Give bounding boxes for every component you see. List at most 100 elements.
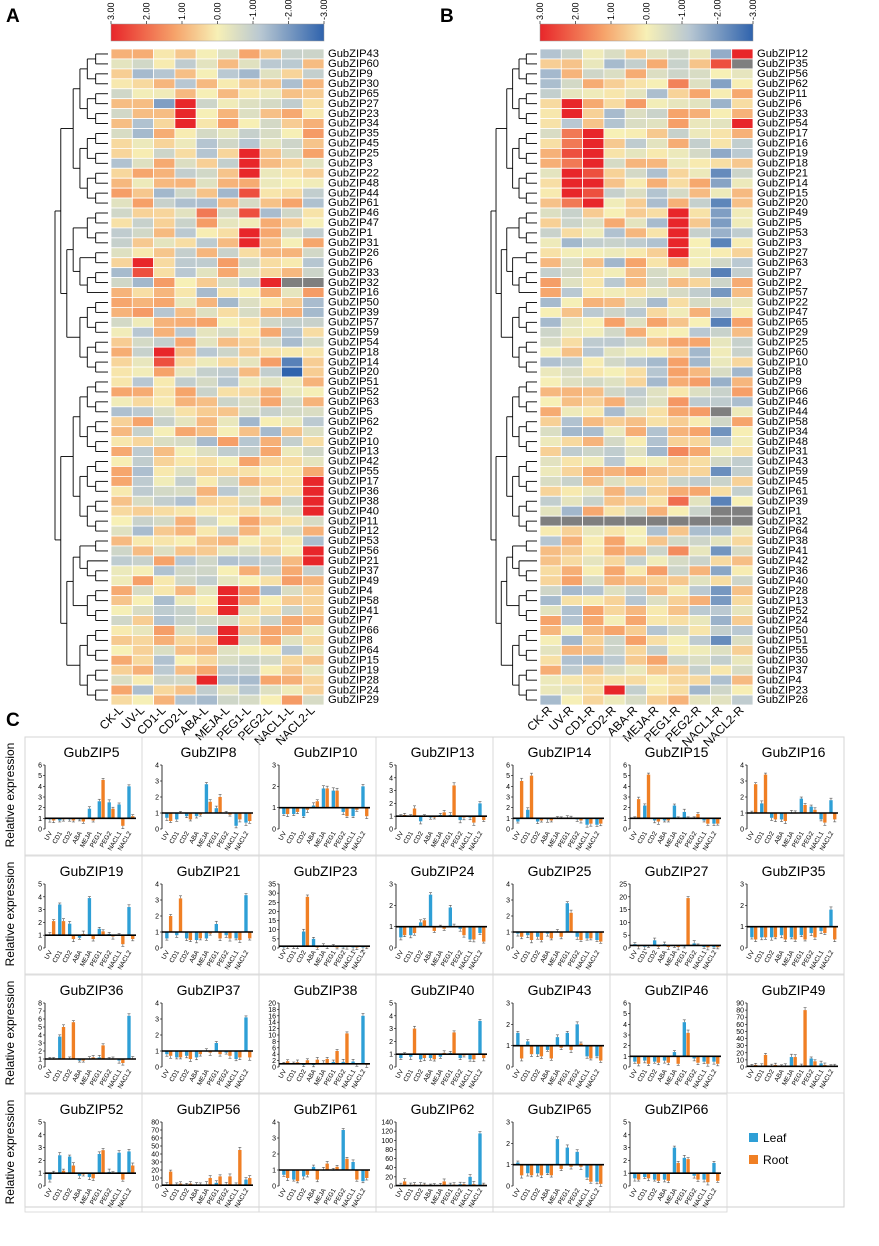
root-bar — [599, 818, 603, 824]
y-tick-label: 35 — [268, 882, 276, 889]
leaf-bar — [682, 1157, 686, 1174]
heatmap-cell — [710, 147, 733, 159]
heatmap-cell — [110, 207, 133, 219]
heatmap-cell — [259, 48, 282, 60]
heatmap-cell — [217, 356, 240, 368]
heatmap-cell — [688, 515, 711, 527]
heatmap-cell — [238, 426, 261, 438]
heatmap-cell — [646, 495, 669, 507]
leaf-bar — [595, 932, 599, 940]
heatmap-row-label: GubZIP31 — [328, 237, 379, 249]
heatmap-cell — [731, 138, 754, 149]
heatmap-cell — [646, 237, 669, 249]
heatmap-cell — [582, 396, 605, 408]
heatmap-row-label: GubZIP35 — [757, 58, 808, 70]
heatmap-cell — [131, 346, 155, 358]
heatmap-cell — [302, 515, 325, 527]
heatmap-cell — [646, 98, 669, 110]
root-bar — [569, 912, 573, 932]
heatmap-cell — [603, 555, 626, 567]
root-bar — [549, 1045, 553, 1059]
x-tick-label: UV — [278, 949, 289, 961]
heatmap-cell — [560, 625, 583, 636]
leaf-bar — [165, 932, 169, 939]
leaf-bar — [127, 1151, 131, 1174]
heatmap-cell — [195, 207, 218, 219]
heatmap-cell — [259, 466, 282, 477]
heatmap-cell — [688, 108, 711, 119]
y-tick-label: 18 — [268, 1007, 276, 1014]
heatmap-cell — [667, 326, 690, 338]
heatmap-cell — [560, 495, 583, 507]
heatmap-cell — [217, 475, 240, 487]
leaf-bar — [575, 1024, 579, 1046]
heatmap-cell — [603, 138, 626, 149]
heatmap-row-label: GubZIP55 — [328, 466, 379, 478]
heatmap-cell — [217, 237, 240, 249]
heatmap-row-label: GubZIP50 — [757, 625, 808, 637]
bar-chart-gubzip23: GubZIP2305101520253035UVCD1CD2ABAMEJAPEG… — [258, 855, 377, 975]
heatmap-cell — [131, 356, 155, 368]
y-tick-label: 25 — [268, 900, 276, 907]
leaf-bar — [595, 818, 599, 825]
heatmap-cell — [603, 426, 626, 438]
heatmap-cell — [302, 326, 325, 338]
heatmap-cell — [110, 336, 133, 348]
heatmap-cell — [280, 197, 304, 209]
y-tick-label: 40 — [385, 1165, 393, 1172]
colorbar-tick-label: 3.00 — [535, 2, 545, 20]
y-tick-label: 1 — [38, 933, 42, 940]
heatmap-cell — [110, 664, 133, 676]
root-bar — [763, 926, 768, 938]
heatmap-cell — [731, 565, 754, 577]
root-bar — [539, 1164, 544, 1176]
heatmap-cell — [217, 694, 240, 706]
heatmap-cell — [110, 426, 133, 438]
heatmap-cell — [539, 376, 562, 388]
x-tick-label: UV — [161, 1068, 172, 1080]
leaf-bar — [643, 1056, 647, 1061]
y-tick-label: 4 — [623, 784, 627, 791]
heatmap-cell — [238, 277, 261, 288]
y-tick-label: 50 — [736, 1029, 744, 1036]
heatmap-cell — [731, 257, 754, 269]
bar-chart-gubzip40: GubZIP40012345UVCD1CD2ABAMEJAPEG1PEG2NAC… — [375, 974, 494, 1094]
heatmap-cell — [131, 664, 155, 676]
heatmap-row-label: GubZIP18 — [328, 346, 379, 358]
leaf-bar — [809, 806, 813, 813]
heatmap-cell — [131, 575, 155, 587]
heatmap-cell — [195, 326, 218, 338]
root-bar — [91, 935, 95, 940]
heatmap-cell — [302, 48, 325, 60]
heatmap-cell — [174, 88, 197, 100]
y-tick-label: 0 — [38, 1184, 42, 1191]
root-bar — [285, 807, 290, 815]
heatmap-leaf: 3.00 2.00 1.00 0.00 -1.00 -2.00 -3.00GubZIP43G… — [54, 0, 379, 748]
leaf-bar — [331, 1061, 335, 1064]
heatmap-cell — [302, 595, 325, 607]
heatmap-row-label: GubZIP9 — [757, 376, 802, 388]
heatmap-cell — [539, 466, 562, 477]
heatmap-cell — [280, 674, 304, 686]
heatmap-cell — [259, 227, 282, 239]
heatmap-cell — [217, 197, 240, 209]
root-bar — [345, 1033, 349, 1064]
leaf-bar — [399, 1054, 403, 1059]
heatmap-row-label: GubZIP24 — [757, 615, 808, 627]
heatmap-cell — [174, 485, 197, 497]
heatmap-cell — [710, 684, 733, 696]
heatmap-cell — [667, 426, 690, 438]
leaf-bar — [234, 1051, 238, 1059]
heatmap-cell — [217, 585, 240, 597]
heatmap-cell — [560, 88, 583, 100]
heatmap-cell — [280, 287, 304, 298]
heatmap-cell — [560, 436, 583, 447]
root-bar — [559, 1164, 563, 1169]
leaf-bar — [633, 1173, 637, 1179]
heatmap-cell — [582, 515, 605, 527]
heatmap-cell — [217, 644, 240, 656]
heatmap-cell — [539, 505, 562, 517]
heatmap-cell — [646, 505, 669, 517]
y-tick-label: 5 — [623, 933, 627, 940]
heatmap-row-label: GubZIP56 — [757, 68, 808, 80]
